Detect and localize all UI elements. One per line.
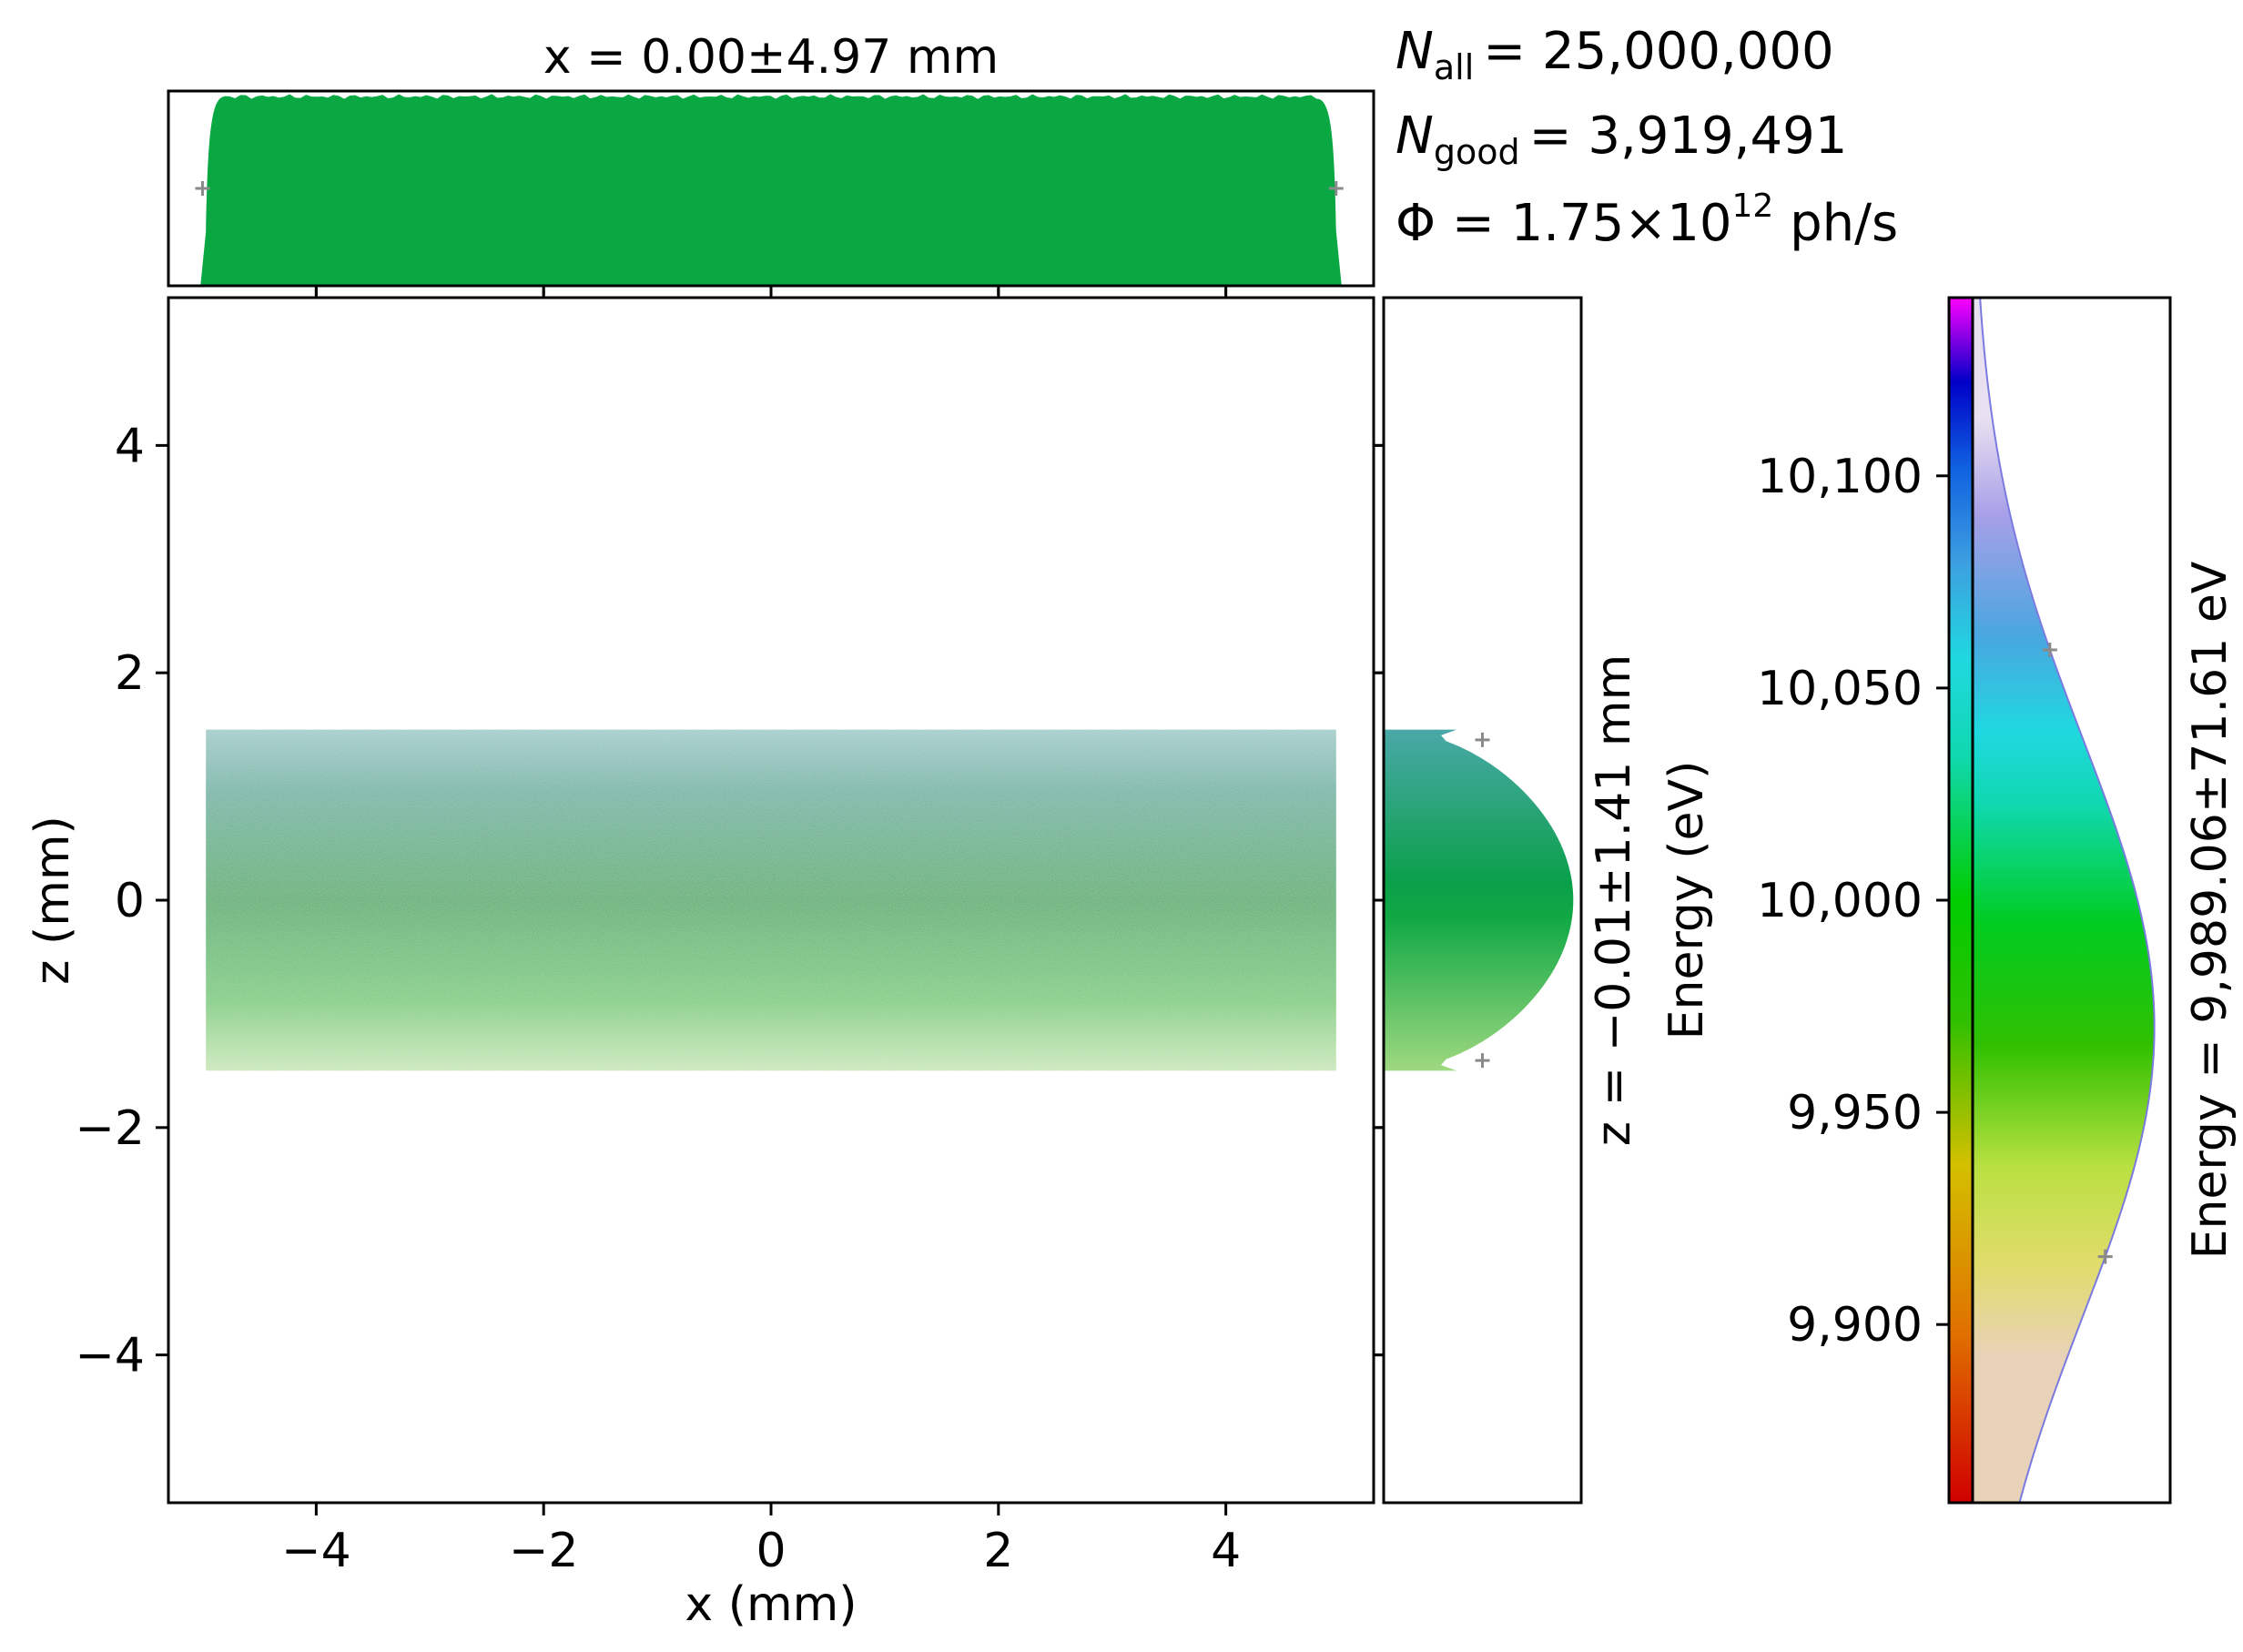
z-tick-label: 4	[115, 419, 145, 473]
z-tick-label: 2	[115, 646, 145, 701]
energy-histogram-fill	[1973, 298, 2155, 1503]
z-histogram-panel: z = −0.01±1.41 mm	[1375, 296, 1641, 1505]
n-all-stat: Nall = 25,000,000	[1396, 22, 1834, 87]
energy-tick-label: 10,000	[1757, 874, 1923, 928]
z-histogram-bars	[1384, 729, 1574, 1071]
x-axis-label: x (mm)	[685, 1577, 857, 1632]
n-good-value: = 3,919,491	[1529, 106, 1848, 166]
energy-histogram-title: Energy = 9,989.06±71.61 eV	[2183, 561, 2238, 1259]
z-tick-label: 0	[115, 874, 145, 928]
flux-prefix: Φ = 1.75×10	[1396, 194, 1731, 253]
x-tick-label: 2	[983, 1524, 1013, 1578]
energy-tick-label: 10,100	[1757, 450, 1923, 504]
x-histogram-bars	[200, 94, 1342, 286]
beam-density-region	[206, 729, 1336, 1071]
energy-tick-label: 10,050	[1757, 662, 1923, 716]
n-good-subscript: good	[1434, 132, 1520, 172]
n-all-symbol: N	[1396, 22, 1434, 81]
energy-histogram-panel: 9,900 9,950 10,000 10,050 10,100 Energy (eV)…	[1659, 296, 2238, 1505]
energy-histogram-edge	[1979, 297, 2156, 1504]
energy-tick-label: 9,950	[1787, 1086, 1923, 1140]
stats-block: Nall = 25,000,000 Ngood = 3,919,491 Φ = 1.…	[1396, 22, 1898, 253]
n-all-subscript: all	[1434, 47, 1474, 87]
n-good-stat: Ngood = 3,919,491	[1396, 106, 1847, 172]
z-histogram-title: z = −0.01±1.41 mm	[1587, 654, 1641, 1146]
n-all-value: = 25,000,000	[1483, 22, 1833, 81]
flux-stat: Φ = 1.75×1012 ph/s	[1396, 187, 1898, 253]
x-tick-label: −2	[509, 1524, 579, 1578]
x-tick-label: 4	[1211, 1524, 1241, 1578]
z-tick-label: −4	[75, 1329, 145, 1383]
x-histogram-panel: x = 0.00±4.97 mm	[167, 30, 1375, 295]
energy-colorbar	[1949, 298, 1973, 1503]
n-good-symbol: N	[1396, 106, 1434, 166]
flux-unit: ph/s	[1773, 194, 1898, 253]
flux-exponent: 12	[1731, 187, 1773, 225]
z-tick-label: −2	[75, 1101, 145, 1156]
x-tick-label: 0	[756, 1524, 786, 1578]
x-histogram-title: x = 0.00±4.97 mm	[543, 30, 999, 85]
x-tick-label: −4	[281, 1524, 351, 1578]
main-heatmap-panel: −4 −2 0 2 4 −4 −2 0 2 4 x (mm) z (mm)	[25, 289, 1383, 1632]
z-axis-label: z (mm)	[25, 816, 80, 985]
energy-axis-label: Energy (eV)	[1659, 761, 1714, 1040]
energy-tick-label: 9,900	[1787, 1298, 1923, 1353]
